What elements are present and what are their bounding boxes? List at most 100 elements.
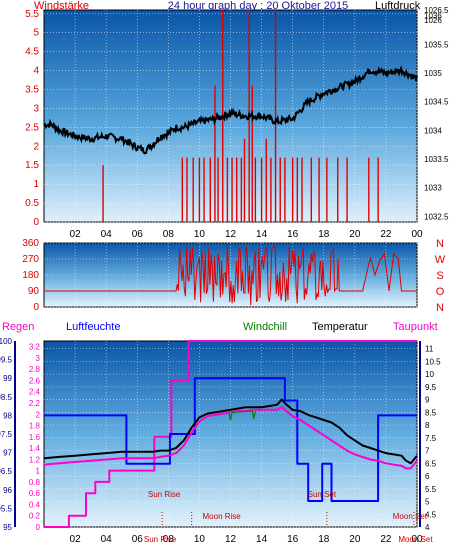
dewpoint-title: Taupunkt bbox=[393, 321, 438, 333]
x-tick-label: 02 bbox=[70, 229, 82, 240]
direction-tick-label: 180 bbox=[22, 270, 39, 281]
rain-tick-label: 0.8 bbox=[29, 478, 41, 487]
x-tick-label: 04 bbox=[101, 229, 113, 240]
moonset-axis-label: Moon Set bbox=[398, 535, 433, 544]
humidity-tick-label: 98.5 bbox=[0, 393, 13, 402]
pressure-tick-label: 1035 bbox=[424, 69, 442, 78]
wind-direction-line bbox=[44, 244, 417, 306]
temp-tick-label: 9 bbox=[425, 396, 430, 405]
temp-tick-label: 8 bbox=[425, 421, 430, 430]
temp-tick-label: 10 bbox=[425, 370, 434, 379]
x-tick-label: 08 bbox=[163, 534, 175, 545]
temp-tick-label: 7.5 bbox=[425, 434, 437, 443]
temp-tick-label: 11 bbox=[425, 345, 434, 354]
x-tick-label: 00 bbox=[411, 534, 423, 545]
humidity-tick-label: 99 bbox=[3, 374, 12, 383]
x-tick-label: 22 bbox=[380, 229, 392, 240]
x-tick-label: 14 bbox=[256, 229, 268, 240]
humidity-tick-label: 97 bbox=[3, 449, 12, 458]
wind-tick-label: 0 bbox=[33, 217, 39, 228]
pressure-tick-label: 1034.5 bbox=[424, 98, 449, 107]
wind-tick-label: 2.5 bbox=[25, 122, 39, 133]
x-tick-label: 12 bbox=[225, 229, 237, 240]
wind-tick-label: 2 bbox=[33, 141, 39, 152]
rain-tick-label: 1.4 bbox=[29, 444, 41, 453]
wind-tick-label: 4 bbox=[33, 66, 39, 77]
humidity-line bbox=[44, 377, 417, 502]
temp-tick-label: 8.5 bbox=[425, 408, 437, 417]
sunset-label: Sun Set bbox=[308, 490, 337, 499]
dewpoint-line bbox=[43, 406, 418, 470]
x-tick-label: 18 bbox=[318, 229, 330, 240]
rain-tick-label: 1.2 bbox=[29, 455, 41, 464]
x-tick-label: 20 bbox=[349, 229, 361, 240]
wind-tick-label: 0.5 bbox=[25, 198, 39, 209]
humidity-tick-label: 99.5 bbox=[0, 356, 13, 365]
rain-tick-label: 2.4 bbox=[29, 388, 41, 397]
windchill-line bbox=[228, 410, 256, 421]
humidity-title: Luftfeuchte bbox=[66, 321, 120, 333]
rain-tick-label: 1 bbox=[36, 467, 41, 476]
wind-tick-label: 5 bbox=[33, 28, 39, 39]
x-tick-label: 00 bbox=[411, 229, 423, 240]
pressure-tick-label: 1033.5 bbox=[424, 155, 449, 164]
wind-tick-label: 3.5 bbox=[25, 85, 39, 96]
compass-label: N bbox=[436, 238, 444, 250]
rain-tick-label: 0.2 bbox=[29, 512, 41, 521]
x-tick-label: 04 bbox=[101, 534, 113, 545]
rain-line bbox=[44, 340, 417, 528]
compass-label: O bbox=[436, 286, 445, 298]
pressure-line bbox=[43, 64, 418, 155]
temp-tick-label: 4.5 bbox=[425, 510, 437, 519]
rain-tick-label: 2.2 bbox=[29, 399, 41, 408]
temp-tick-label: 5.5 bbox=[425, 485, 437, 494]
x-tick-label: 20 bbox=[349, 534, 361, 545]
x-tick-label: 10 bbox=[194, 534, 206, 545]
humidity-tick-label: 96.5 bbox=[0, 467, 13, 476]
x-tick-label: 06 bbox=[132, 229, 144, 240]
sunrise-axis-label: Sun Rise bbox=[144, 535, 177, 544]
rain-tick-label: 3.2 bbox=[29, 343, 41, 352]
direction-tick-label: 0 bbox=[33, 302, 39, 313]
pressure-extra-tick-label: 1026 bbox=[424, 16, 442, 25]
x-tick-label: 06 bbox=[132, 534, 144, 545]
pressure-extra-tick-label: 1026.5 bbox=[424, 6, 449, 15]
direction-tick-label: 90 bbox=[28, 286, 40, 297]
temp-tick-label: 4 bbox=[425, 523, 430, 532]
wind-tick-label: 3 bbox=[33, 103, 39, 114]
rain-tick-label: 0.6 bbox=[29, 489, 41, 498]
x-tick-label: 18 bbox=[318, 534, 330, 545]
pressure-tick-label: 1032.5 bbox=[424, 212, 449, 221]
pressure-axis-title: Luftdruck bbox=[375, 0, 421, 12]
temp-tick-label: 7 bbox=[425, 447, 430, 456]
wind-tick-label: 5.5 bbox=[25, 9, 39, 20]
direction-tick-label: 360 bbox=[22, 238, 39, 249]
temp-tick-label: 6.5 bbox=[425, 459, 437, 468]
humidity-tick-label: 100 bbox=[0, 337, 13, 346]
x-tick-label: 14 bbox=[256, 534, 268, 545]
rain-title: Regen bbox=[2, 321, 34, 333]
rain-tick-label: 1.6 bbox=[29, 433, 41, 442]
wind-axis-title: Windstärke bbox=[34, 0, 89, 12]
sunrise-label: Sun Rise bbox=[148, 490, 181, 499]
temperature-title: Temperatur bbox=[312, 321, 368, 333]
wind-tick-label: 4.5 bbox=[25, 47, 39, 58]
humidity-tick-label: 97.5 bbox=[0, 430, 13, 439]
rain-tick-label: 2.8 bbox=[29, 365, 41, 374]
humidity-tick-label: 95 bbox=[3, 523, 12, 532]
moonrise-label: Moon Rise bbox=[203, 512, 242, 521]
x-tick-label: 16 bbox=[287, 534, 299, 545]
temp-tick-label: 9.5 bbox=[425, 383, 437, 392]
windchill-title: Windchill bbox=[243, 321, 287, 333]
wind-tick-label: 1.5 bbox=[25, 160, 39, 171]
chart-title: 24 hour graph day : 20 Oktober 2015 bbox=[168, 0, 348, 12]
x-tick-label: 10 bbox=[194, 229, 206, 240]
compass-label: N bbox=[436, 302, 444, 314]
wind-tick-label: 1 bbox=[33, 179, 39, 190]
rain-tick-label: 1.8 bbox=[29, 422, 41, 431]
pressure-tick-label: 1033 bbox=[424, 184, 442, 193]
direction-tick-label: 270 bbox=[22, 254, 39, 265]
pressure-tick-label: 1035.5 bbox=[424, 40, 449, 49]
x-tick-label: 16 bbox=[287, 229, 299, 240]
